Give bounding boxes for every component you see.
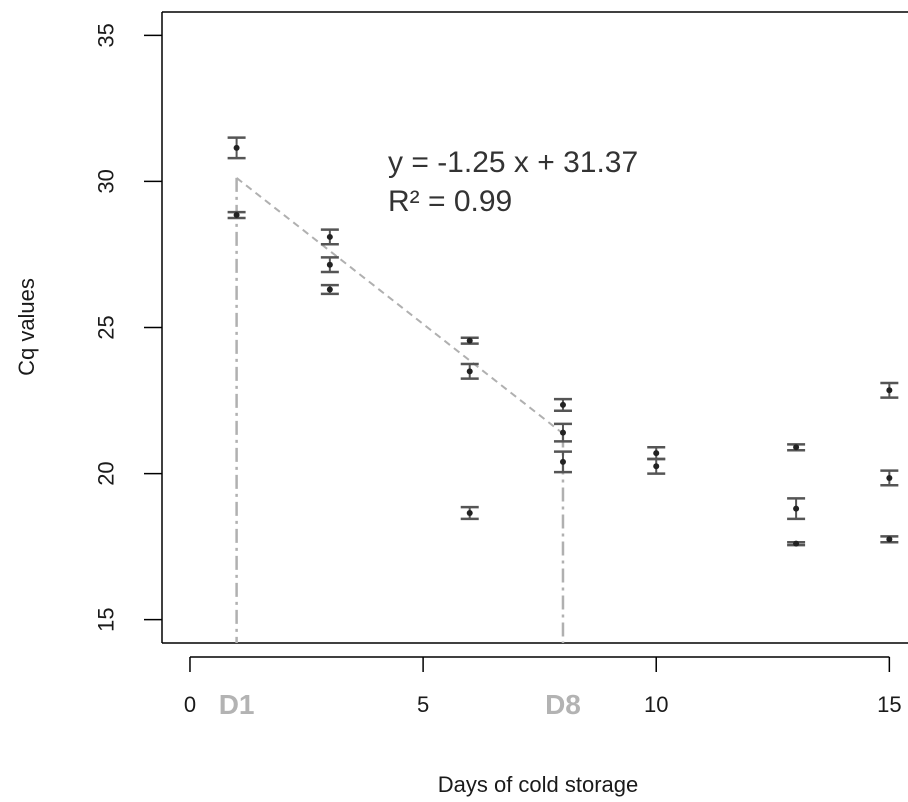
- data-point-group: [553, 422, 572, 443]
- data-point-group: [460, 505, 479, 521]
- data-point: [233, 212, 240, 219]
- x-tick-label: 15: [877, 692, 901, 717]
- data-point: [653, 450, 660, 457]
- data-point-group: [227, 136, 246, 160]
- axes: 15 20 25 30 35 0 5 10 15: [94, 11, 908, 717]
- data-point: [326, 261, 333, 268]
- data-point-group: [787, 540, 806, 547]
- data-point: [793, 505, 800, 512]
- data-point: [559, 458, 566, 465]
- data-point-group: [880, 469, 899, 487]
- data-point-group: [787, 443, 806, 452]
- x-tick-label: 10: [644, 692, 668, 717]
- data-point-group: [647, 457, 666, 475]
- data-point: [559, 429, 566, 436]
- data-point: [886, 474, 893, 481]
- equation-line-2: R² = 0.99: [388, 185, 512, 218]
- y-tick-label: 25: [94, 315, 119, 339]
- data-point: [326, 233, 333, 240]
- data-point-group: [553, 450, 572, 474]
- marker-label-d1: D1: [219, 689, 255, 720]
- y-axis-title: Cq values: [14, 278, 39, 376]
- data-point: [886, 536, 893, 543]
- data-point-group: [460, 336, 479, 345]
- data-point: [466, 368, 473, 375]
- fit-layer: [235, 177, 564, 435]
- labels-layer: y = -1.25 x + 31.37 R² = 0.99 Days of co…: [14, 146, 638, 797]
- x-tick-label: 5: [417, 692, 429, 717]
- data-point: [653, 463, 660, 470]
- data-point-group: [880, 535, 899, 544]
- regression-line: [235, 177, 564, 435]
- data-point-group: [227, 210, 246, 220]
- data-point: [326, 286, 333, 293]
- y-tick-label: 20: [94, 461, 119, 485]
- data-point: [466, 510, 473, 517]
- points-layer: [227, 136, 899, 547]
- equation-line-1: y = -1.25 x + 31.37: [388, 146, 638, 179]
- y-tick-label: 35: [94, 23, 119, 47]
- data-point-group: [553, 397, 572, 413]
- data-point-group: [647, 446, 666, 461]
- data-point: [793, 444, 800, 451]
- data-point: [233, 144, 240, 151]
- marker-lines: D1 D8: [219, 177, 581, 720]
- data-point-group: [880, 381, 899, 399]
- data-point: [466, 337, 473, 344]
- data-point-group: [320, 256, 339, 274]
- y-tick-label: 30: [94, 169, 119, 193]
- data-point: [886, 387, 893, 394]
- data-point-group: [320, 283, 339, 296]
- marker-label-d8: D8: [545, 689, 581, 720]
- y-tick-label: 15: [94, 607, 119, 631]
- x-axis-title: Days of cold storage: [438, 772, 639, 797]
- data-point-group: [787, 497, 806, 521]
- x-tick-label: 0: [184, 692, 196, 717]
- data-point-group: [460, 362, 479, 380]
- data-point-group: [320, 228, 339, 246]
- data-point: [793, 540, 800, 547]
- data-point: [559, 401, 566, 408]
